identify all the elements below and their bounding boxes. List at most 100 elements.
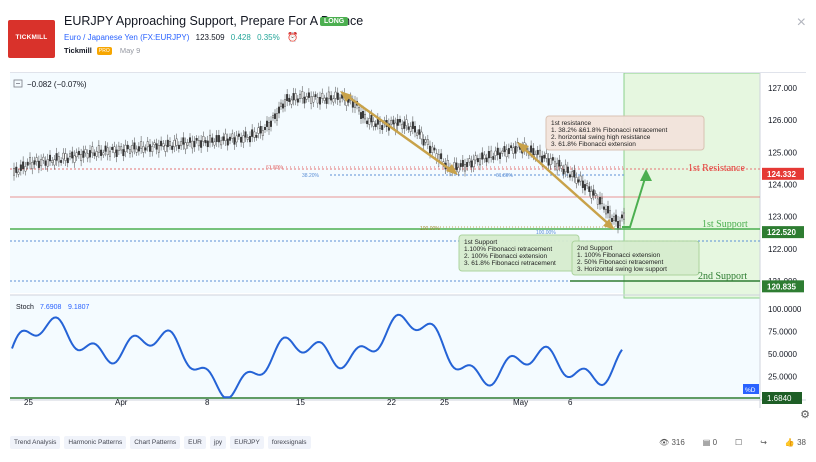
price-chart[interactable]: 61.80% 38.20% 61.80% 100.00% 100.00% 1st… [10, 73, 806, 408]
candle-body [455, 162, 458, 170]
tag-chip[interactable]: jpy [209, 436, 227, 449]
candle-body [487, 151, 490, 159]
candle-body [470, 160, 473, 168]
candle-body [399, 119, 402, 123]
candle-body [551, 157, 554, 161]
alarm-clock-icon[interactable]: ⏰ [286, 32, 299, 42]
symbol-link[interactable]: Euro / Japanese Yen (FX:EURJPY) [64, 33, 190, 42]
candle-body [505, 149, 508, 158]
idea-stats: 👁 316 ▤ 0 ☐ ↪ 👍 38 [659, 438, 806, 447]
candle-body [88, 150, 91, 158]
candle-body [360, 112, 363, 119]
tag-chip[interactable]: EURJPY [230, 436, 264, 449]
candle-body [613, 216, 616, 221]
candle-body [599, 197, 602, 205]
candle-body [556, 162, 559, 171]
tag-chip[interactable]: EUR [184, 436, 206, 449]
candle-body [510, 145, 513, 149]
symbol-line: Euro / Japanese Yen (FX:EURJPY) 123.509 … [64, 32, 298, 43]
settings-gear-icon[interactable]: ⚙ [800, 409, 810, 421]
tag-chip[interactable]: Trend Analysis [10, 436, 61, 449]
candle-body [433, 147, 436, 151]
collapse-icon[interactable] [13, 79, 23, 88]
wave-arrow-1 [342, 91, 456, 175]
chart-area[interactable]: 61.80% 38.20% 61.80% 100.00% 100.00% 1st… [10, 72, 806, 408]
comments-button[interactable]: ▤ 0 [702, 438, 718, 447]
tag-chip[interactable]: forexsignals [267, 436, 311, 449]
candle-body [577, 179, 580, 183]
candle-body [288, 97, 291, 102]
tag-chip[interactable]: Chart Patterns [130, 436, 181, 449]
candle-body [396, 119, 399, 126]
candle-body [596, 198, 599, 205]
price-tick: 123.000 [768, 213, 797, 222]
candle-body [126, 144, 129, 150]
like-button[interactable]: 👍 38 [784, 438, 806, 447]
candle-body [131, 145, 134, 153]
candle-body [17, 171, 20, 175]
candle-body [235, 135, 238, 143]
candle-body [64, 153, 67, 161]
candle-body [461, 159, 464, 167]
candle-body [424, 139, 427, 143]
stoch-axis: 100.0000 75.0000 50.0000 25.0000 [768, 305, 802, 382]
author-name[interactable]: Tickmill [64, 46, 92, 55]
candle-body [86, 153, 89, 159]
time-axis: 25 Apr 8 15 22 25 May 6 [24, 398, 573, 407]
time-tick: May [513, 398, 528, 407]
candle-body [266, 120, 269, 127]
candle-body [294, 93, 297, 101]
candle-body [80, 154, 83, 162]
candle-body [40, 159, 43, 167]
close-icon[interactable]: × [796, 14, 806, 31]
candle-body [314, 94, 317, 97]
candle-body [547, 158, 550, 166]
fib-label: 100.00% [536, 230, 556, 236]
candle-body [191, 140, 194, 149]
wave-arrowhead-2b [603, 219, 615, 230]
candle-body [248, 136, 251, 143]
time-tick: Apr [115, 398, 128, 407]
candle-body [532, 148, 535, 156]
candle-body [422, 139, 425, 146]
candle-body [157, 145, 160, 153]
candle-body [609, 210, 612, 218]
candle-body [474, 155, 477, 161]
candle-body [481, 152, 484, 160]
tag-list: Trend Analysis Harmonic Patterns Chart Pat… [10, 436, 311, 449]
candle-body [274, 113, 277, 119]
support2-label: 2nd Support [698, 271, 747, 282]
candle-body [414, 125, 417, 133]
candle-body [82, 150, 85, 158]
candle-body [124, 144, 127, 153]
candle-body [19, 164, 22, 171]
candle-body [292, 93, 295, 101]
candle-body [440, 153, 443, 160]
price-tick: 122.000 [768, 245, 797, 254]
candle-body [339, 97, 342, 103]
share-icon[interactable]: ↪ [760, 438, 767, 447]
comments-value: 0 [712, 438, 718, 447]
candle-body [603, 206, 606, 210]
comment-icon[interactable]: ☐ [735, 438, 743, 447]
candle-body [270, 120, 273, 127]
candle-body [418, 129, 421, 135]
support2-note-box [571, 240, 700, 276]
candle-body [290, 99, 293, 105]
candle-body [334, 91, 337, 99]
candle-body [374, 123, 377, 128]
candle-body [403, 121, 406, 129]
candle-body [617, 221, 620, 229]
tag-chip[interactable]: Harmonic Patterns [64, 436, 127, 449]
candle-body [268, 122, 271, 130]
candle-body [592, 189, 595, 196]
candle-body [543, 154, 546, 159]
likes-value: 38 [797, 438, 806, 447]
candle-body [554, 161, 557, 167]
stoch-tick: 100.0000 [768, 305, 802, 314]
candle-body [106, 147, 109, 156]
candle-body [29, 157, 32, 165]
author-line: Tickmill PRO May 9 [64, 46, 140, 55]
candle-body [155, 143, 158, 150]
candle-body [175, 138, 178, 146]
